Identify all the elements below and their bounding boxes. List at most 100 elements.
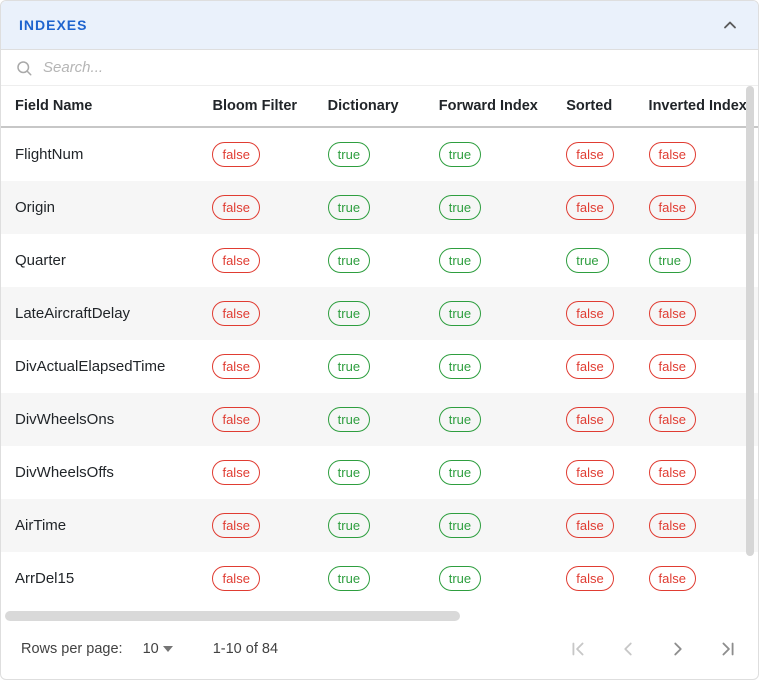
indexes-table: Field Name Bloom Filter Dictionary Forwa… — [1, 86, 758, 605]
cell-fwd: true — [425, 181, 553, 234]
first-page-button[interactable] — [562, 633, 594, 665]
panel-header[interactable]: INDEXES — [1, 1, 758, 50]
col-header-field-name[interactable]: Field Name — [1, 86, 198, 127]
false-pill: false — [212, 460, 259, 485]
cell-dict: true — [314, 287, 425, 340]
table-row[interactable]: ArrDel15falsetruetruefalsefalse — [1, 552, 758, 605]
cell-inv: false — [635, 393, 758, 446]
cell-inv: false — [635, 181, 758, 234]
true-pill: true — [439, 460, 481, 485]
cell-inv: false — [635, 287, 758, 340]
false-pill: false — [566, 460, 613, 485]
indexes-panel: INDEXES Field Name Bloom Filter Dictiona… — [0, 0, 759, 680]
cell-sort: false — [552, 499, 634, 552]
prev-page-button[interactable] — [612, 633, 644, 665]
true-pill: true — [439, 513, 481, 538]
cell-bloom: false — [198, 127, 313, 181]
table-row[interactable]: Quarterfalsetruetruetruetrue — [1, 234, 758, 287]
cell-bloom: false — [198, 393, 313, 446]
cell-bloom: false — [198, 552, 313, 605]
search-icon — [15, 59, 33, 77]
next-page-button[interactable] — [662, 633, 694, 665]
table-row[interactable]: AirTime false true true false false — [1, 499, 758, 552]
true-pill: true — [328, 460, 370, 485]
false-pill: false — [566, 513, 613, 538]
table-row[interactable]: LateAircraftDelayfalsetruetruefalsefalse — [1, 287, 758, 340]
cell-dict: true — [314, 127, 425, 181]
cell-field-name: AirTime — [1, 499, 198, 552]
table-row[interactable]: FlightNum false truetrue false false — [1, 127, 758, 181]
cell-inv: false — [635, 552, 758, 605]
false-pill: false — [212, 142, 259, 167]
cell-bloom: false — [198, 234, 313, 287]
true-pill: true — [328, 195, 370, 220]
cell-fwd: true — [425, 127, 553, 181]
col-header-inverted-index[interactable]: Inverted Index — [635, 86, 758, 127]
false-pill: false — [649, 195, 696, 220]
cell-inv: false — [635, 127, 758, 181]
horizontal-scrollbar-track[interactable] — [5, 611, 754, 621]
horizontal-scrollbar-thumb[interactable] — [5, 611, 460, 621]
last-page-button[interactable] — [712, 633, 744, 665]
col-header-dictionary[interactable]: Dictionary — [314, 86, 425, 127]
cell-sort: true — [552, 234, 634, 287]
cell-inv: false — [635, 340, 758, 393]
false-pill: false — [212, 354, 259, 379]
rows-per-page-value: 10 — [143, 641, 159, 657]
false-pill: false — [566, 195, 613, 220]
table-row[interactable]: DivWheelsOnsfalsetruetruefalsefalse — [1, 393, 758, 446]
false-pill: false — [212, 513, 259, 538]
cell-sort: false — [552, 127, 634, 181]
cell-field-name: ArrDel15 — [1, 552, 198, 605]
cell-dict: true — [314, 393, 425, 446]
cell-field-name: FlightNum — [1, 127, 198, 181]
false-pill: false — [649, 566, 696, 591]
cell-dict: true — [314, 552, 425, 605]
false-pill: false — [566, 354, 613, 379]
true-pill: true — [328, 513, 370, 538]
cell-fwd: true — [425, 340, 553, 393]
cell-field-name: LateAircraftDelay — [1, 287, 198, 340]
search-input[interactable] — [41, 58, 744, 77]
col-header-sorted[interactable]: Sorted — [552, 86, 634, 127]
false-pill: false — [212, 195, 259, 220]
pagination-bar: Rows per page: 10 1-10 of 84 — [1, 621, 758, 679]
false-pill: false — [566, 566, 613, 591]
true-pill: true — [328, 407, 370, 432]
false-pill: false — [566, 407, 613, 432]
cell-fwd: true — [425, 446, 553, 499]
table-row[interactable]: DivWheelsOffsfalsetruetruefalsefalse — [1, 446, 758, 499]
rows-per-page-select[interactable]: 10 — [143, 641, 173, 657]
cell-bloom: false — [198, 287, 313, 340]
pagination-range: 1-10 of 84 — [213, 641, 278, 657]
true-pill: true — [439, 195, 481, 220]
search-row — [1, 50, 758, 86]
false-pill: false — [649, 513, 696, 538]
cell-fwd: true — [425, 287, 553, 340]
table-row[interactable]: DivActualElapsedTimefalsetruetruefalsefa… — [1, 340, 758, 393]
false-pill: false — [649, 354, 696, 379]
cell-fwd: true — [425, 499, 553, 552]
col-header-bloom-filter[interactable]: Bloom Filter — [198, 86, 313, 127]
true-pill: true — [439, 354, 481, 379]
false-pill: false — [212, 301, 259, 326]
table-row[interactable]: Originfalsetruetruefalsefalse — [1, 181, 758, 234]
cell-field-name: DivActualElapsedTime — [1, 340, 198, 393]
cell-dict: true — [314, 499, 425, 552]
cell-inv: false — [635, 499, 758, 552]
cell-dict: true — [314, 234, 425, 287]
true-pill: true — [439, 301, 481, 326]
col-header-forward-index[interactable]: Forward Index — [425, 86, 553, 127]
cell-fwd: true — [425, 234, 553, 287]
cell-sort: false — [552, 393, 634, 446]
cell-sort: false — [552, 446, 634, 499]
rows-per-page-label: Rows per page: — [21, 641, 123, 657]
vertical-scrollbar-thumb[interactable] — [746, 86, 754, 556]
false-pill: false — [649, 301, 696, 326]
cell-fwd: true — [425, 393, 553, 446]
true-pill: true — [328, 566, 370, 591]
cell-fwd: true — [425, 552, 553, 605]
false-pill: false — [566, 142, 613, 167]
cell-field-name: Quarter — [1, 234, 198, 287]
chevron-up-icon[interactable] — [720, 15, 740, 35]
